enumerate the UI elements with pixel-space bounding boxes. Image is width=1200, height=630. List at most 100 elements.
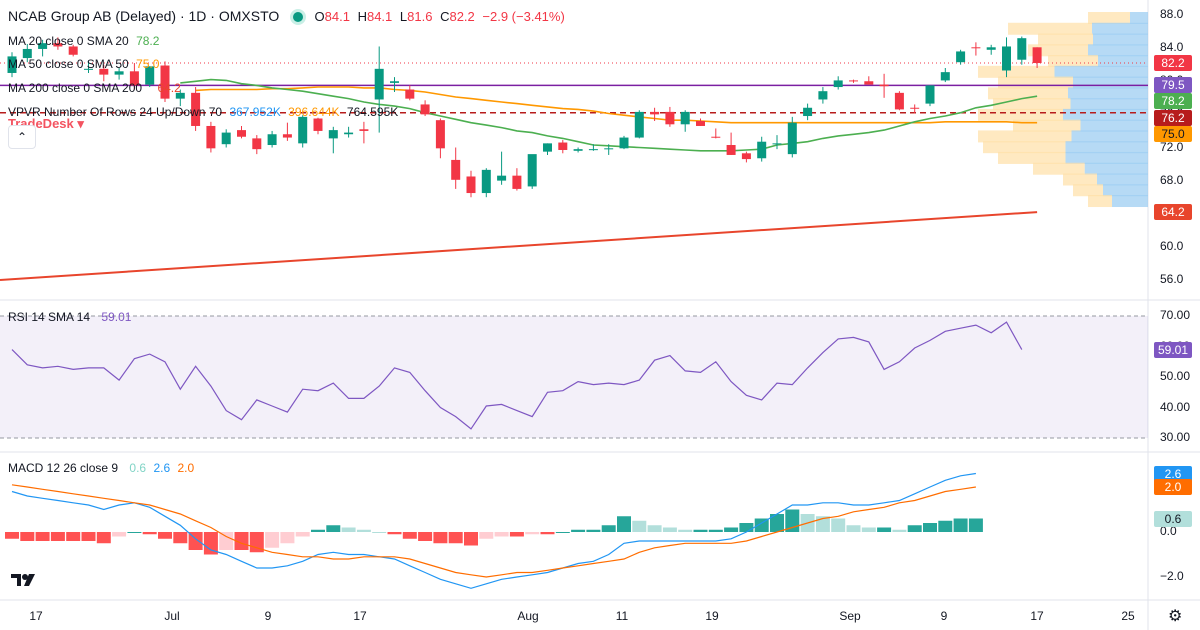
macd-hist-bar <box>647 525 662 532</box>
ma200-value: 64.2 <box>157 81 181 95</box>
ma200-legend[interactable]: MA 200 close 0 SMA 200 64.2 <box>8 81 181 95</box>
macd-hist-bar <box>662 527 677 532</box>
low-label: L <box>399 9 408 24</box>
macd-hist-bar <box>295 532 310 537</box>
time-axis-label: 9 <box>940 609 948 623</box>
vpvr-up-bar <box>1088 44 1148 57</box>
candle <box>344 126 354 138</box>
macd-hist-bar <box>5 532 19 539</box>
vpvr-down-bar <box>1013 119 1081 132</box>
macd-hist-bar <box>356 529 371 532</box>
candle <box>726 132 736 155</box>
candle-body <box>665 111 675 125</box>
candle <box>741 151 751 163</box>
candle-body <box>221 132 231 145</box>
candle-body <box>313 118 323 131</box>
candle-body <box>390 81 399 83</box>
macd-hist-bar <box>448 532 463 544</box>
candle-body <box>282 134 292 138</box>
macd-hist-bar <box>892 529 907 532</box>
candle-body <box>497 175 507 181</box>
vpvr-up-bar <box>1112 195 1148 208</box>
macd-hist-bar <box>142 532 157 535</box>
macd-hist-bar <box>35 532 50 541</box>
macd-hist-bar <box>586 529 601 532</box>
macd-hist-bar <box>923 523 937 532</box>
candle-body <box>879 84 889 87</box>
rsi-axis-label: 40.00 <box>1160 399 1191 414</box>
vpvr-up-bar <box>1070 98 1148 111</box>
candle-body <box>818 91 828 100</box>
rsi-value: 59.01 <box>101 310 132 324</box>
vpvr-down-bar <box>978 130 1072 143</box>
candle <box>1002 37 1011 78</box>
candle <box>114 68 124 80</box>
time-axis-label: 17 <box>1030 609 1044 623</box>
candle-body <box>175 92 185 99</box>
macd-hist-bar <box>525 532 540 535</box>
candle <box>558 140 568 154</box>
candle-body <box>7 56 17 73</box>
vpvr-down-bar <box>1028 44 1088 57</box>
rsi-band <box>0 316 1148 438</box>
time-axis-label: 17 <box>29 609 43 623</box>
candle <box>956 49 966 65</box>
candle-body <box>84 68 93 70</box>
macd-hist-bar <box>158 532 172 539</box>
candle <box>22 43 32 63</box>
ma20-legend[interactable]: MA 20 close 0 SMA 20 78.2 <box>8 34 159 48</box>
market-status-icon <box>292 12 303 22</box>
gear-icon[interactable]: ⚙ <box>1168 608 1183 625</box>
candle <box>466 170 476 198</box>
candle-body <box>405 89 415 99</box>
macd-hist-bar <box>831 518 846 532</box>
candle-body <box>650 111 660 115</box>
macd-hist-bar <box>50 532 65 541</box>
candle-body <box>940 72 950 81</box>
collapse-legend-button[interactable]: ⌃ <box>8 125 36 149</box>
candle-body <box>573 149 583 151</box>
candle-body <box>619 137 629 149</box>
ma50-legend[interactable]: MA 50 close 0 SMA 50 75.0 <box>8 57 159 71</box>
macd-hist-bar <box>754 518 769 532</box>
macd-hist-bar <box>203 532 218 555</box>
close-value: 82.2 <box>449 9 475 24</box>
candle <box>986 44 996 55</box>
candle <box>267 130 277 148</box>
candle-body <box>53 43 63 47</box>
close-label: C <box>440 9 450 24</box>
ma200-line <box>0 211 1038 281</box>
last-price-tag: 82.2 <box>1154 55 1192 72</box>
candle-body <box>757 141 767 159</box>
chevron-up-icon: ⌃ <box>16 130 28 144</box>
candle <box>84 60 93 73</box>
candle-body <box>252 138 262 150</box>
macd-legend[interactable]: MACD 12 26 close 9 0.6 2.6 2.0 <box>8 461 194 475</box>
vpvr-up-bar <box>1065 141 1148 154</box>
vpvr-label: VPVR Number Of Rows 24 Up/Down 70 <box>8 105 223 119</box>
macd-hist-bar <box>326 525 341 532</box>
time-axis-label: Sep <box>839 609 861 623</box>
tradingview-logo-icon[interactable] <box>10 572 40 590</box>
candle-body <box>711 136 721 138</box>
candle <box>680 110 690 132</box>
macd-hist-bar <box>678 529 693 532</box>
price-axis-label: 60.0 <box>1160 238 1184 253</box>
vpvr-up-bar <box>1065 151 1148 164</box>
macd-hist-value: 0.6 <box>129 461 147 475</box>
candle <box>298 115 308 148</box>
symbol-title[interactable]: NCAB Group AB (Delayed) · 1D · OMXSTO <box>8 8 280 24</box>
candle-body <box>925 85 935 104</box>
vpvr-down-bar <box>998 151 1066 164</box>
vpvr-legend[interactable]: VPVR Number Of Rows 24 Up/Down 70 367.95… <box>8 105 398 119</box>
signal-line <box>11 484 976 578</box>
vpvr-down-bar <box>983 141 1066 154</box>
candle-body <box>956 51 966 63</box>
vpvr-down-bar <box>978 108 1063 121</box>
candle <box>543 143 552 155</box>
candle-body <box>466 176 476 194</box>
candle <box>313 117 323 135</box>
rsi-legend[interactable]: RSI 14 SMA 14 59.01 <box>8 310 131 324</box>
low-value: 81.6 <box>407 9 433 24</box>
